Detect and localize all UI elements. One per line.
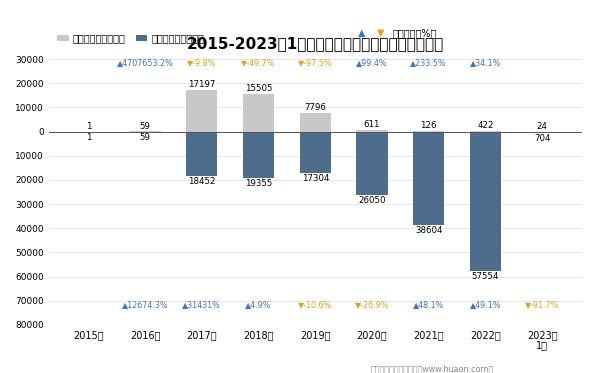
Bar [356, 130, 387, 132]
Text: ▼: ▼ [377, 28, 384, 38]
Text: ▲49.1%: ▲49.1% [470, 300, 501, 309]
Text: 7796: 7796 [304, 103, 326, 112]
Text: 17197: 17197 [188, 80, 216, 89]
Text: 19355: 19355 [245, 179, 272, 188]
Text: 422: 422 [477, 120, 494, 130]
Text: ▲4707653.2%: ▲4707653.2% [117, 58, 174, 67]
Text: 59: 59 [140, 133, 150, 142]
Text: 同比增速（%）: 同比增速（%） [393, 28, 437, 38]
Bar [243, 94, 274, 132]
Text: ▲34.1%: ▲34.1% [470, 58, 501, 67]
Bar [243, 132, 274, 178]
Text: ▼-9.8%: ▼-9.8% [187, 58, 217, 67]
Bar [356, 132, 387, 195]
Text: 38604: 38604 [415, 226, 442, 235]
Legend: 出口总额（万美元）, 进口总额（万美元）: 出口总额（万美元）, 进口总额（万美元） [54, 29, 208, 47]
Bar [527, 132, 558, 133]
Text: ▲: ▲ [358, 28, 365, 38]
Title: 2015-2023年1月成都空港保税物流中心进、出口额: 2015-2023年1月成都空港保税物流中心进、出口额 [187, 36, 444, 51]
Text: 26050: 26050 [358, 195, 386, 204]
Text: 15505: 15505 [245, 84, 272, 93]
Bar [413, 132, 444, 225]
Bar [186, 132, 217, 176]
Bar [470, 131, 501, 132]
Text: ▲233.5%: ▲233.5% [410, 58, 447, 67]
Text: ▼-26.9%: ▼-26.9% [355, 300, 389, 309]
Text: 1: 1 [86, 122, 91, 131]
Text: 611: 611 [364, 120, 380, 129]
Text: 24: 24 [537, 122, 547, 131]
Text: ▲99.4%: ▲99.4% [356, 58, 388, 67]
Bar [186, 90, 217, 132]
Text: ▲31431%: ▲31431% [183, 300, 221, 309]
Text: ▲48.1%: ▲48.1% [413, 300, 444, 309]
Bar [300, 113, 331, 132]
Text: ▼-91.7%: ▼-91.7% [525, 300, 559, 309]
Text: 17304: 17304 [301, 175, 329, 184]
Text: ▼-97.5%: ▼-97.5% [298, 58, 333, 67]
Text: 57554: 57554 [472, 272, 499, 280]
Text: 126: 126 [420, 121, 437, 130]
Text: 18452: 18452 [188, 177, 216, 186]
Bar [300, 132, 331, 173]
Bar [470, 132, 501, 271]
Text: 制图：华经产业研究院（www.huaon.com）: 制图：华经产业研究院（www.huaon.com） [370, 364, 493, 373]
Text: ▲12674.3%: ▲12674.3% [122, 300, 168, 309]
Text: ▼-10.6%: ▼-10.6% [298, 300, 333, 309]
Text: 59: 59 [140, 122, 150, 131]
Text: ▲4.9%: ▲4.9% [245, 300, 272, 309]
Text: ▼-49.7%: ▼-49.7% [241, 58, 276, 67]
Text: 704: 704 [534, 134, 550, 143]
Text: 1: 1 [86, 133, 91, 142]
